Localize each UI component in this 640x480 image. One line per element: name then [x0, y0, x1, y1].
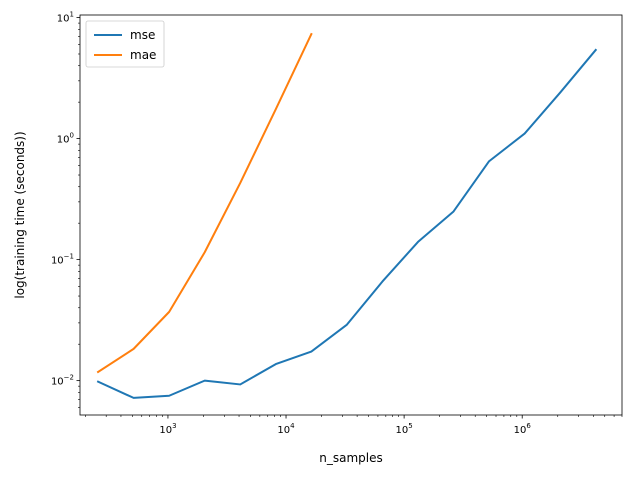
legend-label-mse: mse	[130, 28, 155, 42]
x-axis-ticks: 103 104 105 106	[85, 415, 623, 436]
legend-label-mae: mae	[130, 48, 156, 62]
x-tick-label: 106	[514, 422, 532, 436]
y-tick-label: 100	[57, 132, 74, 146]
x-axis-label: n_samples	[319, 451, 383, 465]
y-tick-label: 101	[57, 11, 74, 25]
y-tick-label: 10−1	[51, 253, 74, 267]
x-tick-label: 104	[277, 422, 295, 436]
y-axis-label: log(training time (seconds))	[13, 131, 27, 298]
axes-frame	[79, 14, 623, 416]
y-axis-ticks: 10−2 10−1 100 101	[51, 11, 80, 408]
x-tick-label: 105	[396, 422, 413, 436]
x-tick-label: 103	[159, 422, 176, 436]
series-lines	[96, 32, 598, 399]
y-tick-label: 10−2	[51, 374, 74, 388]
legend: mse mae	[85, 20, 165, 68]
